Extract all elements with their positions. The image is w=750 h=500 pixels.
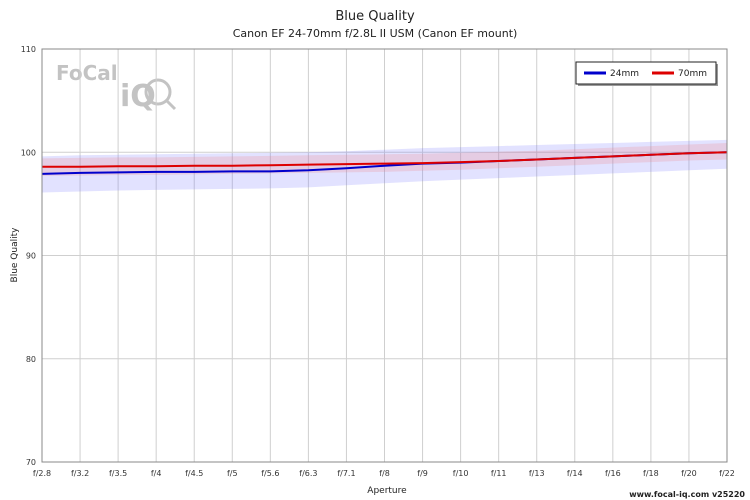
y-tick-label-2: 90 [26,252,36,261]
x-tick-label-11: f/10 [453,469,469,478]
x-tick-label-7: f/6.3 [299,469,317,478]
plot-frame [41,48,728,463]
y-tick-label-3: 100 [21,148,36,157]
legend-label-70mm: 70mm [678,69,707,79]
magnifier-handle-icon [165,99,177,111]
x-tick-label-8: f/7.1 [337,469,355,478]
y-axis-label: Blue Quality [10,227,20,283]
x-tick-label-4: f/4.5 [185,469,203,478]
x-tick-label-17: f/20 [681,469,697,478]
series-lines [41,151,728,175]
chart-title: Blue Quality [335,9,415,24]
y-tick-label-0: 70 [26,458,36,467]
x-tick-label-5: f/5 [227,469,238,478]
band-70mm [42,143,727,176]
x-tick-label-16: f/18 [643,469,659,478]
footer-credit: www.focal-iq.com v25220 [629,490,745,499]
y-axis-ticks: 70 80 90 100 110 [21,45,36,467]
x-tick-label-6: f/5.6 [261,469,279,478]
x-tick-label-9: f/8 [379,469,390,478]
legend-label-24mm: 24mm [610,69,639,79]
x-tick-label-3: f/4 [151,469,162,478]
x-axis-label: Aperture [367,486,407,496]
y-tick-label-4: 110 [21,45,36,54]
x-tick-label-12: f/11 [491,469,507,478]
legend-box [575,61,717,85]
y-tick-label-1: 80 [26,355,36,364]
x-tick-label-2: f/3.5 [109,469,127,478]
x-tick-label-13: f/13 [529,469,545,478]
x-tick-label-1: f/3.2 [71,469,89,478]
x-tick-label-18: f/22 [719,469,735,478]
x-tick-label-0: f/2.8 [33,469,51,478]
chart-subtitle: Canon EF 24-70mm f/2.8L II USM (Canon EF… [233,27,518,40]
magnifier-icon [144,78,172,106]
focal-iq-watermark-logo: FoCal iQ [56,61,177,114]
x-axis-ticks: f/2.8 f/3.2 f/3.5 f/4 f/4.5 f/5 f/5.6 f/6.3 f/7.… [33,469,735,478]
x-tick-label-15: f/16 [605,469,621,478]
x-tick-label-10: f/9 [417,469,428,478]
x-tick-label-14: f/14 [567,469,583,478]
legend: 24mm 70mm [575,61,718,86]
watermark-brand-line1: FoCal [56,61,118,85]
